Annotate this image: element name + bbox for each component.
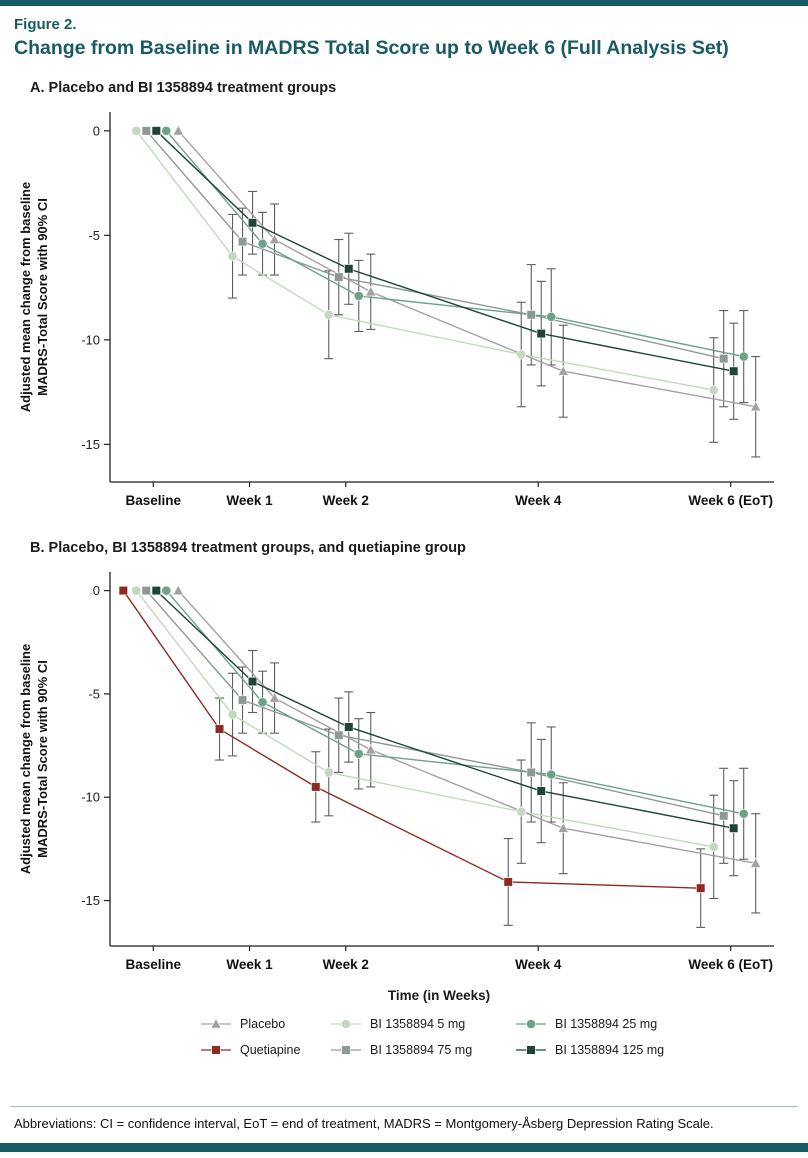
svg-text:Week 2: Week 2 <box>323 957 369 972</box>
svg-text:Baseline: Baseline <box>126 493 182 508</box>
panel-b-chart: 0 -5 -10 -15 Baseline Week 1 Week 2 Week 4 Week … <box>18 572 774 972</box>
svg-text:-5: -5 <box>88 228 100 243</box>
panel-a-heading: A. Placebo and BI 1358894 treatment grou… <box>30 80 337 97</box>
legend-item-bi25: BI 1358894 25 mg <box>514 1017 699 1031</box>
page-footer: Abbreviations: CI = confidence interval,… <box>0 1106 808 1158</box>
svg-text:Week 4: Week 4 <box>515 493 562 508</box>
chart-legend: Placebo BI 1358894 5 mg BI 1358894 25 mg Qu… <box>0 1017 808 1057</box>
legend-label-placebo: Placebo <box>240 1017 286 1032</box>
svg-text:MADRS-Total Score with 90% CI: MADRS-Total Score with 90% CI <box>35 661 50 859</box>
svg-text:Week 2: Week 2 <box>323 493 369 508</box>
legend-label-bi125: BI 1358894 125 mg <box>555 1043 665 1058</box>
top-accent-bar <box>0 0 808 6</box>
legend-item-bi75: BI 1358894 75 mg <box>329 1043 514 1057</box>
placebo-marker-icon <box>201 1018 231 1029</box>
svg-text:Adjusted mean change from base: Adjusted mean change from baseline <box>18 644 33 874</box>
panel-a-chart: 0 -5 -10 -15 Baseline Week 1 Week 2 Week 4 Week … <box>18 112 774 508</box>
bottom-accent-bar <box>0 1143 808 1152</box>
svg-text:Baseline: Baseline <box>126 957 182 972</box>
legend-item-bi125: BI 1358894 125 mg <box>514 1043 699 1057</box>
svg-text:0: 0 <box>93 583 100 598</box>
svg-text:-15: -15 <box>81 437 100 452</box>
svg-text:-5: -5 <box>88 687 100 702</box>
bi125-marker-icon <box>516 1045 546 1055</box>
legend-item-quetiapine: Quetiapine <box>199 1043 329 1057</box>
figure-title: Change from Baseline in MADRS Total Scor… <box>14 37 729 59</box>
svg-text:Week 6 (EoT): Week 6 (EoT) <box>688 957 773 972</box>
panel-b: B. Placebo, BI 1358894 treatment groups,… <box>0 522 808 1013</box>
svg-text:Week 1: Week 1 <box>226 493 273 508</box>
legend-label-bi75: BI 1358894 75 mg <box>370 1043 473 1058</box>
svg-text:0: 0 <box>93 124 100 139</box>
svg-text:MADRS-Total Score with 90% CI: MADRS-Total Score with 90% CI <box>35 199 50 397</box>
svg-text:-10: -10 <box>81 333 100 348</box>
legend-label-bi5: BI 1358894 5 mg <box>370 1017 466 1032</box>
panel-b-heading: B. Placebo, BI 1358894 treatment groups,… <box>30 540 466 557</box>
figure-label: Figure 2. <box>14 16 77 33</box>
quetiapine-marker-icon <box>201 1045 231 1055</box>
legend-item-placebo: Placebo <box>199 1017 329 1031</box>
svg-text:Week 6 (EoT): Week 6 (EoT) <box>688 493 773 508</box>
legend-label-bi25: BI 1358894 25 mg <box>555 1017 658 1032</box>
abbreviations-footnote: Abbreviations: CI = confidence interval,… <box>10 1106 798 1143</box>
x-axis-title: Time (in Weeks) <box>387 988 491 1004</box>
svg-text:Week 4: Week 4 <box>515 957 562 972</box>
svg-text:-10: -10 <box>81 790 100 805</box>
legend-label-quetiapine: Quetiapine <box>240 1043 301 1058</box>
panel-a: A. Placebo and BI 1358894 treatment grou… <box>0 72 808 522</box>
svg-text:Week 1: Week 1 <box>226 957 273 972</box>
legend-item-bi5: BI 1358894 5 mg <box>329 1017 514 1031</box>
bi25-marker-icon <box>516 1019 546 1030</box>
bi75-marker-icon <box>331 1045 361 1055</box>
svg-text:Adjusted mean change from base: Adjusted mean change from baseline <box>18 182 33 412</box>
bi5-marker-icon <box>331 1019 361 1030</box>
svg-text:-15: -15 <box>81 893 100 908</box>
